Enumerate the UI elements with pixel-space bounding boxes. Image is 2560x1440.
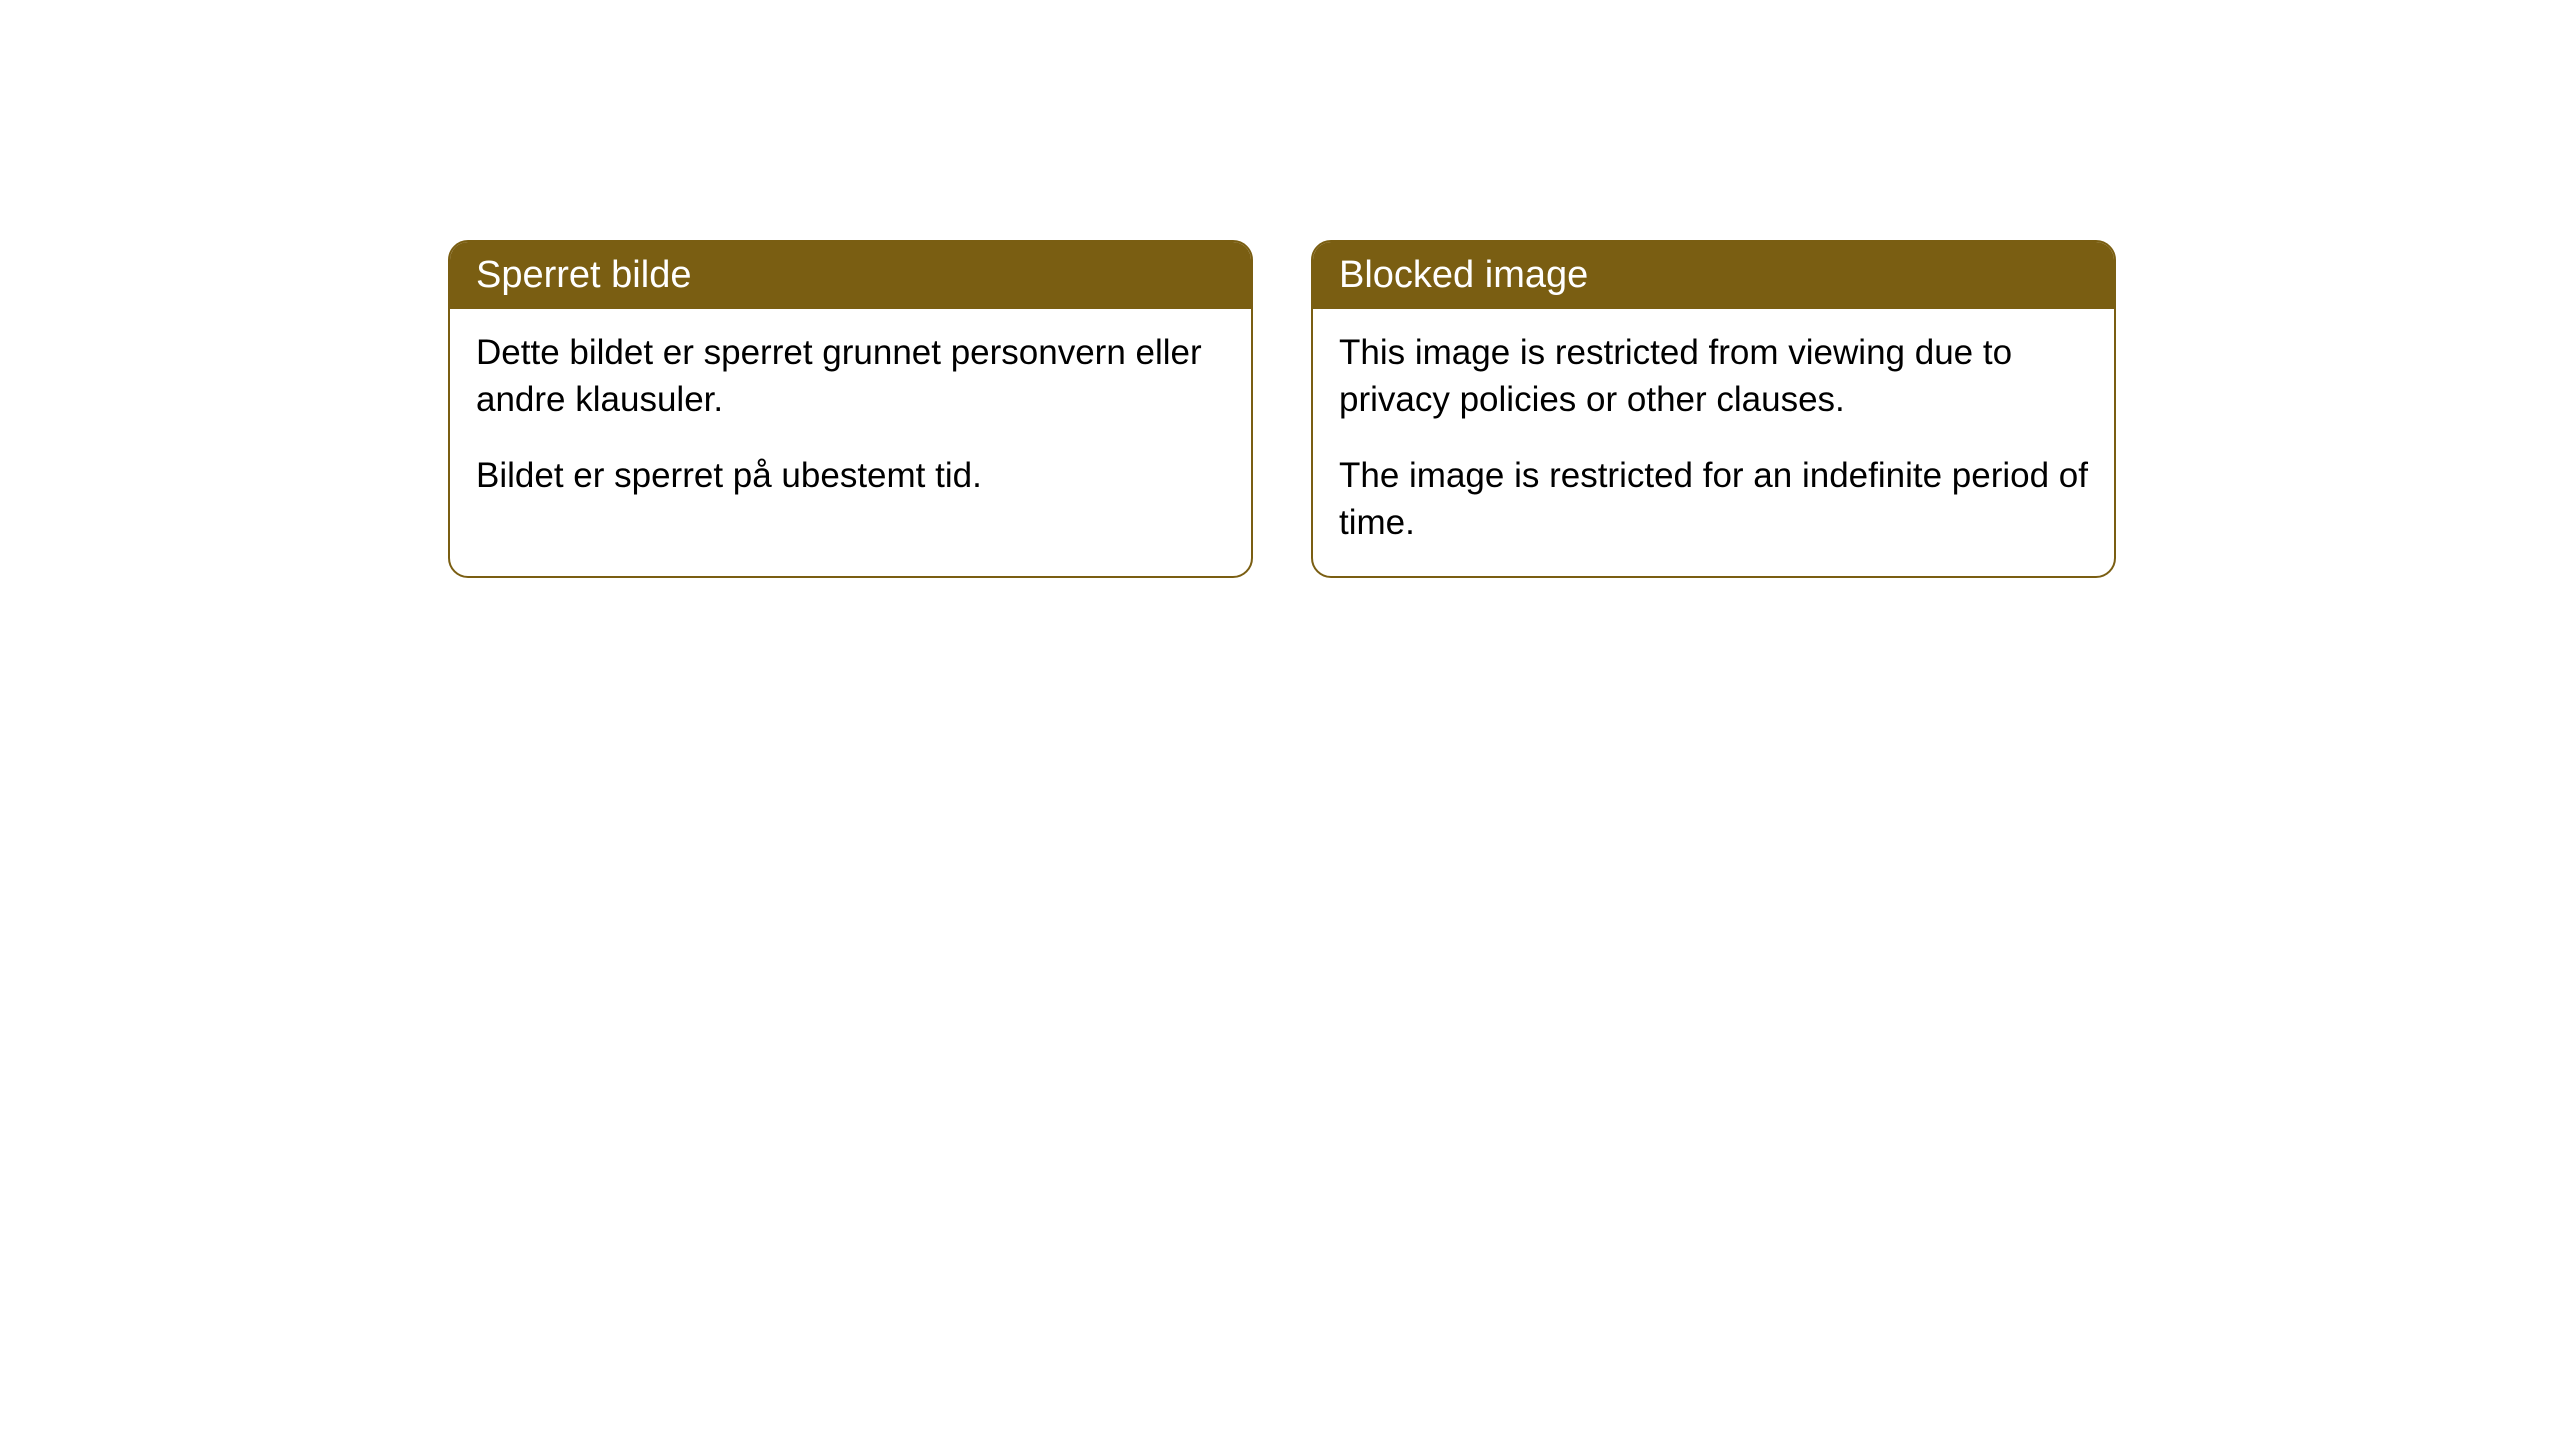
card-paragraph: Dette bildet er sperret grunnet personve… bbox=[476, 329, 1225, 424]
card-title: Blocked image bbox=[1339, 254, 1588, 296]
card-paragraph: This image is restricted from viewing du… bbox=[1339, 329, 2088, 424]
card-paragraph: The image is restricted for an indefinit… bbox=[1339, 452, 2088, 547]
notice-cards-container: Sperret bilde Dette bildet er sperret gr… bbox=[448, 240, 2116, 578]
card-paragraph: Bildet er sperret på ubestemt tid. bbox=[476, 452, 1225, 499]
notice-card-norwegian: Sperret bilde Dette bildet er sperret gr… bbox=[448, 240, 1253, 578]
card-title: Sperret bilde bbox=[476, 254, 691, 296]
card-body: This image is restricted from viewing du… bbox=[1313, 309, 2114, 576]
card-header: Sperret bilde bbox=[450, 242, 1251, 309]
card-header: Blocked image bbox=[1313, 242, 2114, 309]
card-body: Dette bildet er sperret grunnet personve… bbox=[450, 309, 1251, 529]
notice-card-english: Blocked image This image is restricted f… bbox=[1311, 240, 2116, 578]
